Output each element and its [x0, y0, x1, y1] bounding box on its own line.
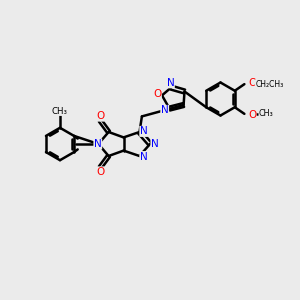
Text: N: N — [151, 139, 159, 149]
Text: O: O — [96, 167, 104, 177]
Text: N: N — [94, 139, 102, 149]
Text: O: O — [248, 78, 256, 88]
Text: N: N — [161, 105, 169, 116]
Text: O: O — [153, 88, 161, 99]
Text: N: N — [167, 78, 174, 88]
Text: N: N — [140, 126, 148, 136]
Text: CH₃: CH₃ — [259, 109, 274, 118]
Text: N: N — [140, 152, 148, 162]
Text: O: O — [96, 111, 104, 121]
Text: CH₃: CH₃ — [52, 106, 68, 116]
Text: O: O — [248, 110, 256, 120]
Text: CH₂CH₃: CH₂CH₃ — [255, 80, 284, 88]
